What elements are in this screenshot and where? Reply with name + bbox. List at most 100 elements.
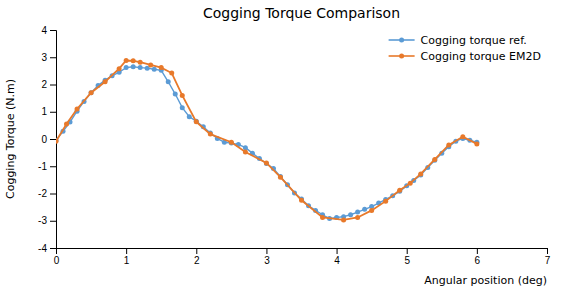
x-tick-label: 6 [475, 255, 481, 266]
y-tick-mark [50, 194, 56, 195]
point [75, 107, 80, 112]
y-tick-label: -4 [38, 243, 47, 254]
point [355, 215, 360, 220]
x-tick-label: 4 [334, 255, 340, 266]
point [208, 132, 213, 137]
point [180, 105, 185, 110]
legend-label: Cogging torque ref. [421, 34, 527, 47]
x-tick: 2 [194, 248, 200, 266]
point [124, 65, 129, 70]
point [264, 160, 269, 165]
point [408, 181, 413, 186]
point [320, 215, 325, 220]
x-axis: 0 1 2 3 4 5 6 7 [54, 248, 551, 266]
point [187, 114, 192, 119]
y-tick: -4 [38, 243, 56, 254]
y-tick: 2 [41, 79, 56, 90]
y-axis: -4 -3 -2 -1 0 1 2 3 4 [38, 25, 56, 254]
x-tick: 3 [264, 248, 270, 266]
y-tick-mark [50, 30, 56, 31]
x-tick-mark [266, 248, 267, 254]
legend-label: Cogging torque EM2D [421, 50, 541, 63]
y-tick-mark [50, 57, 56, 58]
point [446, 142, 451, 147]
point [138, 65, 143, 70]
point [474, 141, 479, 146]
y-tick-mark [50, 166, 56, 167]
y-tick-mark [50, 221, 56, 222]
point [173, 92, 178, 97]
chart: 0 1 2 3 4 5 6 7 -4 -3 -2 -1 0 1 2 3 4 Cogging Torque Comp… [0, 0, 563, 290]
y-tick: 0 [41, 134, 56, 145]
y-tick: 3 [41, 52, 56, 63]
plot-area: 0 1 2 3 4 5 6 7 -4 -3 -2 -1 0 1 2 3 4 [38, 25, 551, 266]
y-tick: -1 [38, 161, 56, 172]
y-tick-label: 0 [41, 134, 47, 145]
x-axis-line [57, 249, 548, 255]
x-tick: 5 [404, 248, 410, 266]
y-axis-title: Cogging Torque (N.m) [4, 79, 17, 199]
point [243, 145, 248, 150]
x-tick-label: 7 [545, 255, 551, 266]
point [103, 79, 108, 84]
point [341, 217, 346, 222]
point [369, 208, 374, 213]
point [152, 67, 157, 72]
point [89, 90, 94, 95]
x-tick: 6 [475, 248, 481, 266]
y-tick: 4 [41, 25, 56, 36]
y-tick-label: 4 [41, 25, 47, 36]
point [180, 93, 185, 98]
line [56, 67, 477, 219]
x-tick-mark [337, 248, 338, 254]
y-tick-mark [50, 112, 56, 113]
x-tick-mark [126, 248, 127, 254]
point [348, 212, 353, 217]
point [383, 199, 388, 204]
y-tick-label: 2 [41, 79, 47, 90]
x-tick: 0 [54, 248, 60, 266]
point [397, 188, 402, 193]
x-tick-mark [407, 248, 408, 254]
point [117, 66, 122, 71]
point [243, 150, 248, 155]
x-tick-mark [547, 248, 548, 254]
title: Cogging Torque Comparison [203, 5, 400, 21]
point [131, 58, 136, 63]
point [278, 175, 283, 180]
legend-marker [399, 54, 404, 59]
line [56, 61, 477, 220]
x-tick: 7 [545, 248, 551, 266]
point [89, 90, 94, 95]
x-axis-title: Angular position (deg) [424, 274, 547, 287]
x-tick-mark [196, 248, 197, 254]
point [166, 79, 171, 84]
y-tick-mark [50, 139, 56, 140]
point [460, 134, 465, 139]
x-tick-label: 3 [264, 255, 270, 266]
y-tick: -3 [38, 215, 56, 226]
point [138, 60, 143, 65]
legend-item: Cogging torque EM2D [389, 50, 541, 63]
y-axis-line [50, 31, 57, 249]
point [169, 71, 174, 76]
y-tick: 1 [41, 106, 56, 117]
point [299, 198, 304, 203]
point [418, 171, 423, 176]
marks [56, 58, 479, 222]
legend-marker [399, 38, 404, 43]
y-tick-label: -1 [38, 161, 47, 172]
y-tick-mark [50, 248, 56, 249]
y-tick-label: -2 [38, 188, 47, 199]
x-tick-label: 0 [54, 255, 60, 266]
legend: Cogging torque ref. Cogging torque EM2D [389, 34, 541, 63]
y-tick-label: -3 [38, 215, 47, 226]
point [148, 62, 153, 67]
series [56, 58, 479, 222]
x-tick-mark [477, 248, 478, 254]
point [56, 139, 59, 144]
point [229, 141, 234, 146]
y-tick: -2 [38, 188, 56, 199]
x-tick: 4 [334, 248, 340, 266]
x-tick: 1 [124, 248, 130, 266]
